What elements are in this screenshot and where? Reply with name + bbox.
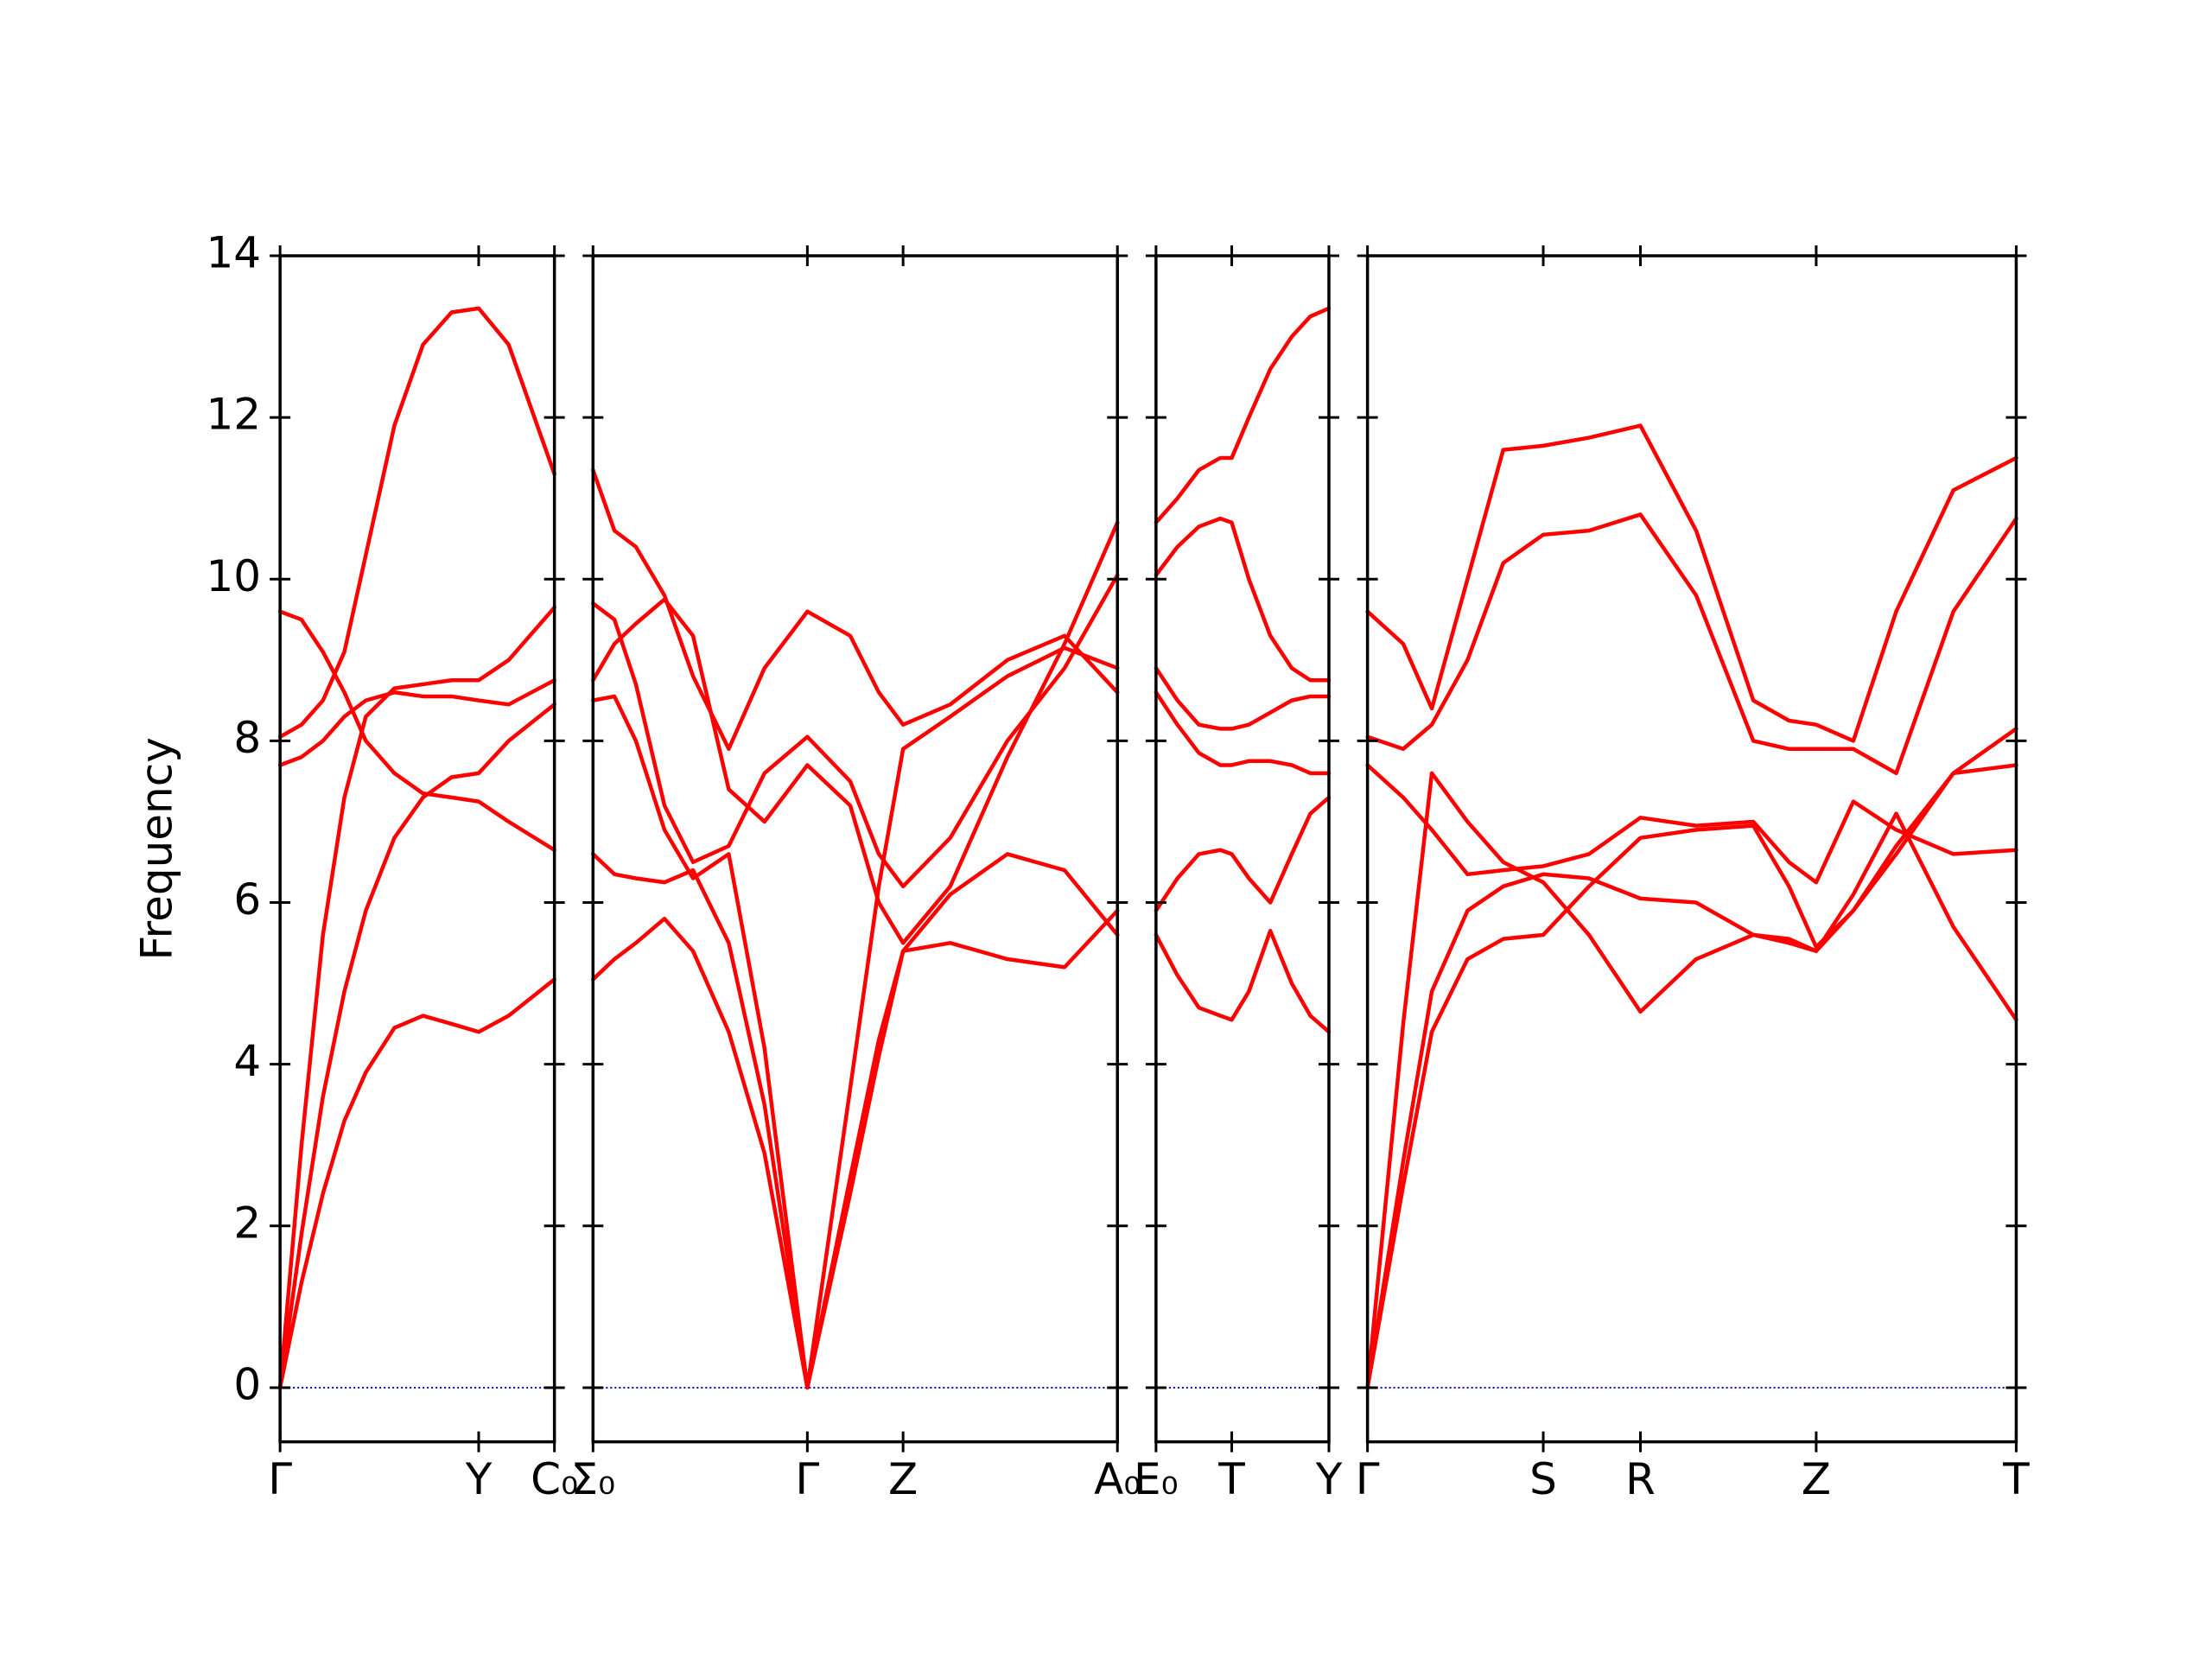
band-line [1154, 306, 1332, 525]
x-tick-label: S [1529, 1454, 1557, 1504]
y-tick-label: 14 [207, 228, 262, 278]
x-tick-label: A₀ [1094, 1454, 1141, 1504]
band-line [277, 306, 556, 739]
band-line [591, 852, 1120, 1390]
axes-frame [591, 254, 1119, 1444]
band-line [1365, 763, 2018, 885]
band-line [591, 573, 1120, 889]
x-tick-label: Z [888, 1454, 918, 1504]
axes-frame [1154, 254, 1331, 1444]
x-tick-label: Σ₀ [570, 1454, 615, 1504]
x-tick-label: Y [1315, 1454, 1343, 1504]
band-line [277, 702, 556, 1390]
x-tick-label: T [2002, 1454, 2030, 1504]
band-line [1154, 690, 1332, 776]
x-tick-label: Γ [795, 1454, 819, 1504]
band-line [1365, 512, 2018, 776]
y-tick-label: 0 [233, 1359, 261, 1409]
y-tick-label: 4 [233, 1036, 261, 1086]
y-tick-label: 8 [233, 713, 261, 763]
band-line [591, 908, 1120, 1390]
y-tick-label: 6 [233, 874, 261, 925]
x-tick-label: Γ [1356, 1454, 1380, 1504]
band-line [1154, 929, 1332, 1034]
x-tick-label: T [1217, 1454, 1245, 1504]
band-line [1365, 771, 2018, 1390]
y-tick-label: 2 [233, 1198, 261, 1248]
band-line [277, 677, 556, 767]
y-tick-label: 10 [207, 551, 262, 601]
band-line [591, 467, 1120, 752]
axes-frame [278, 254, 556, 1444]
band-line [277, 609, 556, 852]
band-line [277, 977, 556, 1390]
x-tick-label: C₀ [531, 1454, 578, 1504]
x-tick-label: Γ [268, 1454, 292, 1504]
band-line [277, 605, 556, 1390]
x-tick-label: Z [1802, 1454, 1831, 1504]
y-tick-label: 12 [207, 390, 262, 440]
axes-frame [1365, 254, 2018, 1444]
band-line [591, 520, 1120, 945]
x-tick-label: Y [465, 1454, 493, 1504]
band-line [1365, 727, 2018, 1390]
band-line [591, 645, 1120, 1390]
band-line [1154, 516, 1332, 683]
y-axis-label: Frequency [132, 737, 182, 960]
band-line [1365, 763, 2018, 1390]
band-line [1154, 795, 1332, 913]
x-tick-label: R [1625, 1454, 1656, 1504]
x-tick-label: E₀ [1134, 1454, 1179, 1504]
band-line [1365, 423, 2018, 743]
band-line [1154, 665, 1332, 731]
